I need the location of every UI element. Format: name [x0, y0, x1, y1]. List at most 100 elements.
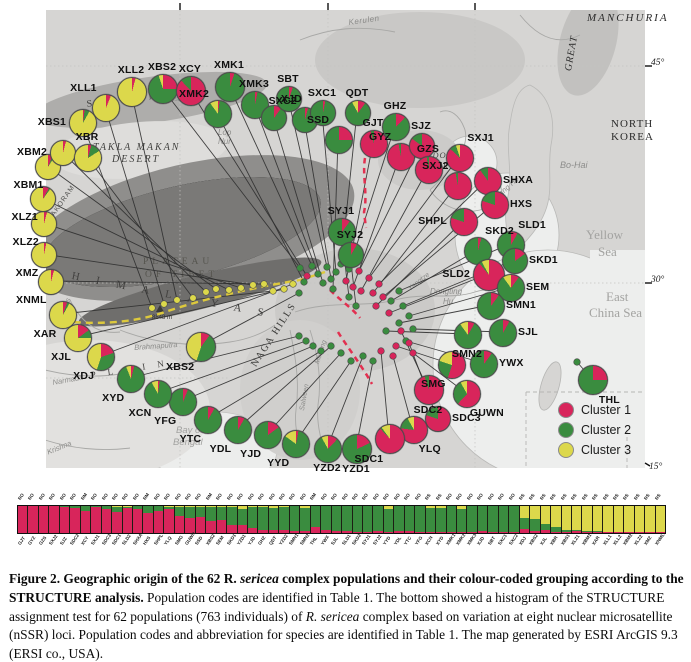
latitude-label: 45°: [651, 58, 665, 68]
geo-label: KOREA: [611, 131, 654, 143]
population-pie-YZD2: [314, 435, 342, 463]
geo-label: MANCHURIA: [587, 12, 669, 24]
population-pie-XAR: [49, 301, 77, 329]
bar-segment: [509, 531, 519, 533]
bar-segment: [279, 506, 289, 508]
population-label-SKD1: SKD1: [529, 254, 558, 266]
bar-segment: [645, 506, 655, 533]
legend-item: Cluster 3: [558, 442, 631, 458]
population-label-YFG: YFG: [154, 415, 177, 427]
bar-segment: [373, 530, 383, 533]
bar-segment: [122, 506, 132, 507]
species-abbr-label: RO: [413, 492, 422, 501]
species-abbr-label: RO: [267, 492, 276, 501]
population-label-SLD1: SLD1: [518, 219, 546, 231]
population-label-SLD2: SLD2: [442, 268, 470, 280]
histogram-bar-YFG: [415, 506, 426, 533]
population-code-label: XBS1: [559, 533, 571, 546]
bar-segment: [227, 507, 237, 525]
species-abbr-label: RO: [215, 492, 224, 501]
species-abbr-label: RO: [476, 492, 485, 501]
population-label-XAR: XAR: [33, 328, 57, 340]
species-abbr-label: RS: [601, 492, 610, 501]
population-code-label: GJT: [16, 535, 27, 546]
population-label-THL: THL: [598, 394, 620, 406]
histogram-bar-YTC: [404, 506, 416, 533]
population-label-SDC2: SDC2: [413, 404, 443, 416]
histogram-bar-SXJ1: [91, 506, 102, 533]
bar-segment: [237, 509, 247, 526]
species-abbr-label: RO: [236, 492, 245, 501]
species-abbr-label: RS: [424, 492, 432, 501]
population-pie-SXJ1: [446, 144, 474, 172]
species-abbr-label: RO: [69, 492, 78, 501]
histogram-bar-SYJ2: [373, 506, 384, 533]
histogram-bar-SDC3: [101, 506, 113, 533]
population-pie-XDJ: [87, 343, 115, 371]
geo-label: DESERT: [112, 154, 161, 165]
species-abbr-label: RS: [570, 492, 578, 501]
geo-label: Bo-Hai: [560, 160, 588, 170]
population-pie-XMK2: [204, 100, 232, 128]
bar-segment: [195, 516, 206, 533]
histogram-species-labels: RO RO RO RO RO RO RM RO RO RO RO RO RM RO RO RO RO RO RM RO…: [17, 487, 664, 503]
species-abbr-label: RS: [559, 492, 568, 501]
population-label-SHPL: SHPL: [418, 215, 447, 227]
bar-segment: [258, 529, 268, 533]
population-pie-SYJ2: [338, 242, 364, 268]
population-label-SEM: SEM: [526, 281, 550, 293]
population-code-label: YWX: [319, 534, 330, 546]
histogram-bar-XBS2: [206, 506, 217, 533]
population-pie-XNML: [38, 269, 64, 295]
population-pie-XBR: [74, 144, 102, 172]
histogram-bar-YJD: [247, 506, 259, 533]
bar-segment: [582, 530, 592, 532]
species-abbr-label: RO: [371, 492, 380, 501]
population-label-SMN2: SMN2: [452, 348, 482, 360]
bar-segment: [122, 506, 132, 508]
population-label-XLL1: XLL1: [70, 82, 97, 94]
population-pie-YDL: [224, 416, 252, 444]
latitude-label: 15°: [649, 462, 663, 472]
bar-segment: [342, 506, 352, 531]
bar-segment: [498, 506, 509, 533]
bar-segment: [561, 529, 572, 533]
bar-segment: [279, 507, 289, 530]
population-code-label: XCY: [79, 535, 90, 546]
histogram-bar-SXC1: [498, 506, 510, 533]
bar-segment: [488, 531, 498, 533]
species-abbr-label: RO: [27, 492, 36, 501]
map-ticks: [179, 3, 652, 467]
population-code-label: XBS2: [528, 533, 540, 546]
bar-segment: [561, 506, 572, 530]
population-pie-YWX: [470, 350, 498, 378]
population-label-GHZ: GHZ: [383, 100, 407, 112]
population-code-label: XMK2: [455, 532, 467, 546]
bar-segment: [101, 509, 112, 533]
bar-segment: [425, 532, 436, 533]
population-label-XMK3: XMK3: [239, 78, 269, 90]
species-abbr-label: RO: [330, 492, 339, 501]
bar-segment: [80, 506, 91, 512]
population-pie-SMN1: [477, 292, 505, 320]
bar-segment: [551, 506, 561, 528]
histogram-bar-HXS: [143, 506, 154, 533]
population-pie-XLL1: [92, 94, 120, 122]
population-label-GZS: GZS: [416, 143, 440, 155]
population-pie-SDC1: [375, 424, 405, 454]
species-abbr-label: RO: [225, 492, 234, 501]
bar-segment: [436, 506, 446, 508]
bar-segment: [551, 527, 561, 532]
geo-label: Bengal: [173, 437, 203, 448]
map-legend: Cluster 1 Cluster 2 Cluster 3: [558, 402, 631, 462]
species-abbr-label: RO: [163, 492, 172, 501]
bar-segment: [258, 506, 268, 507]
legend-item: Cluster 1: [558, 402, 631, 418]
population-code-label: SDC1: [110, 533, 123, 546]
bar-segment: [540, 523, 551, 530]
population-label-XBS2: XBS2: [166, 361, 195, 373]
population-label-XMK2: XMK2: [179, 88, 209, 100]
population-pie-XBS2: [186, 332, 216, 362]
histogram-bar-XLL2: [613, 506, 625, 533]
species-abbr-label: RS: [643, 492, 651, 501]
